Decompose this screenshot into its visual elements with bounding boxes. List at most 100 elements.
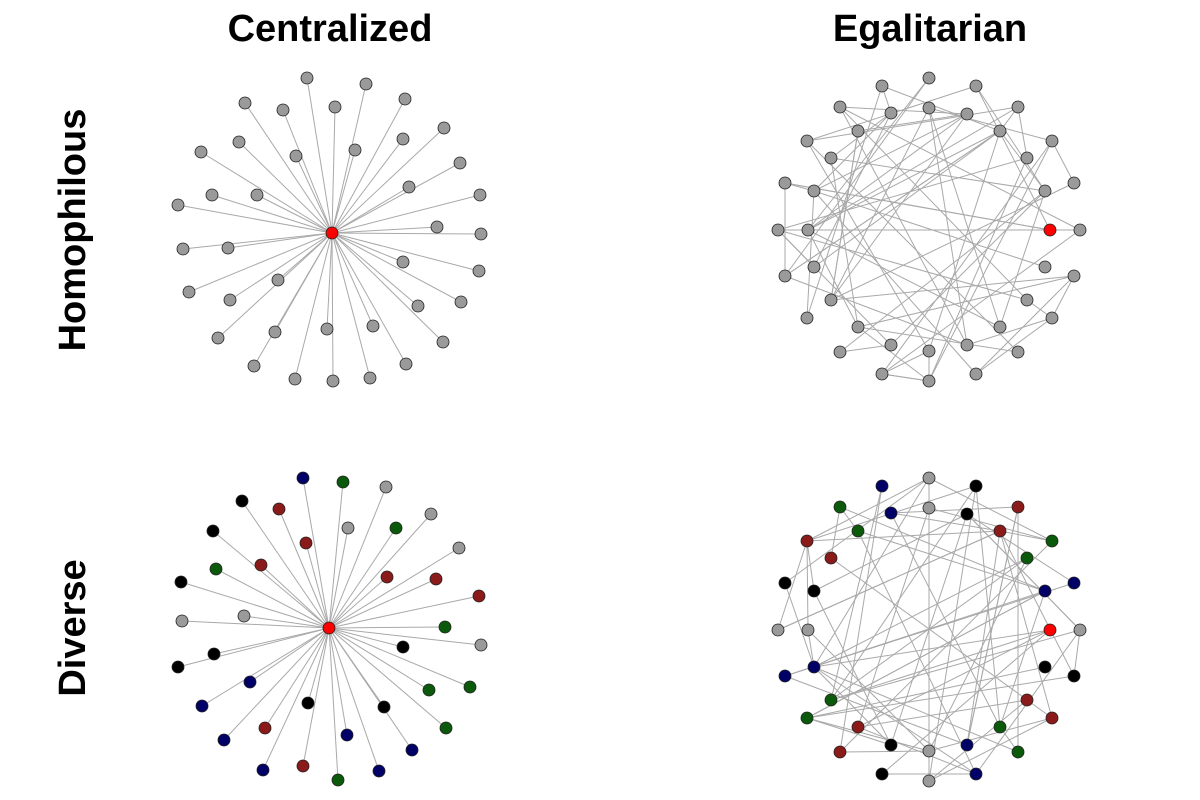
node-centralized-diverse <box>331 773 345 787</box>
edge-egalitarian-homophilous <box>1051 140 1075 184</box>
edge-egalitarian-homophilous <box>813 112 892 268</box>
edge-egalitarian-diverse <box>928 557 1028 752</box>
edge-egalitarian-diverse <box>806 717 892 746</box>
node-egalitarian-diverse <box>969 479 983 493</box>
edge-egalitarian-homophilous <box>857 326 1019 353</box>
node-egalitarian-diverse <box>922 501 936 515</box>
node-centralized-homophilous <box>474 227 488 241</box>
edge-centralized-homophilous <box>331 194 481 234</box>
node-centralized-diverse <box>389 521 403 535</box>
node-centralized-diverse <box>472 589 486 603</box>
edge-egalitarian-homophilous <box>830 275 1075 301</box>
node-egalitarian-homophilous <box>807 184 821 198</box>
node-egalitarian-homophilous <box>922 101 936 115</box>
node-centralized-homophilous <box>288 372 302 386</box>
node-egalitarian-homophilous <box>771 223 785 237</box>
edge-egalitarian-homophilous <box>807 229 1001 328</box>
node-centralized-homophilous <box>399 357 413 371</box>
edge-egalitarian-diverse <box>830 506 841 559</box>
node-centralized-homophilous <box>271 273 285 287</box>
edge-centralized-diverse <box>180 581 330 629</box>
edge-egalitarian-homophilous <box>857 275 1075 328</box>
edge-egalitarian-homophilous <box>807 229 859 328</box>
edge-egalitarian-homophilous <box>975 275 1075 375</box>
edge-centralized-diverse <box>249 627 330 683</box>
edge-centralized-homophilous <box>331 232 480 272</box>
hub-node-centralized-diverse <box>322 621 336 635</box>
node-centralized-homophilous <box>326 374 340 388</box>
node-egalitarian-homophilous <box>824 293 838 307</box>
edge-egalitarian-diverse <box>784 582 815 668</box>
node-centralized-homophilous <box>289 149 303 163</box>
edge-centralized-homophilous <box>256 194 333 234</box>
edge-egalitarian-homophilous <box>806 140 930 352</box>
edge-egalitarian-homophilous <box>777 229 892 346</box>
edge-egalitarian-diverse <box>928 717 1053 782</box>
node-centralized-diverse <box>299 536 313 550</box>
node-centralized-homophilous <box>359 77 373 91</box>
node-centralized-homophilous <box>396 255 410 269</box>
edge-egalitarian-diverse <box>999 530 1075 677</box>
node-egalitarian-diverse <box>1073 623 1087 637</box>
node-centralized-diverse <box>207 647 221 661</box>
node-egalitarian-homophilous <box>875 79 889 93</box>
edge-centralized-diverse <box>181 620 330 629</box>
node-egalitarian-diverse <box>778 576 792 590</box>
node-centralized-homophilous <box>238 96 252 110</box>
node-centralized-homophilous <box>182 285 196 299</box>
edge-centralized-diverse <box>260 564 330 629</box>
edge-centralized-diverse <box>328 627 471 688</box>
edge-egalitarian-homophilous <box>928 130 1001 352</box>
edge-egalitarian-homophilous <box>881 85 1001 132</box>
edge-centralized-diverse <box>262 627 330 771</box>
node-egalitarian-diverse <box>922 774 936 788</box>
edge-egalitarian-homophilous <box>881 373 930 382</box>
edge-centralized-homophilous <box>331 106 336 234</box>
edge-egalitarian-homophilous <box>928 140 1053 382</box>
edge-egalitarian-diverse <box>806 530 1001 542</box>
node-egalitarian-homophilous <box>801 223 815 237</box>
edge-egalitarian-homophilous <box>975 85 1051 231</box>
edge-egalitarian-homophilous <box>928 107 968 346</box>
node-centralized-homophilous <box>223 293 237 307</box>
edge-egalitarian-homophilous <box>839 106 1028 301</box>
edge-egalitarian-diverse <box>890 512 1001 728</box>
edge-egalitarian-homophilous <box>830 182 1075 301</box>
node-centralized-homophilous <box>194 145 208 159</box>
node-centralized-homophilous <box>205 188 219 202</box>
edge-centralized-diverse <box>328 527 397 629</box>
edge-egalitarian-diverse <box>999 590 1046 728</box>
edge-centralized-homophilous <box>331 149 356 234</box>
node-egalitarian-diverse <box>851 720 865 734</box>
edge-centralized-diverse <box>213 627 330 655</box>
node-egalitarian-diverse <box>800 711 814 725</box>
node-egalitarian-diverse <box>824 693 838 707</box>
edge-centralized-homophilous <box>331 232 334 382</box>
node-egalitarian-homophilous <box>778 269 792 283</box>
edge-centralized-diverse <box>328 627 447 729</box>
edge-egalitarian-homophilous <box>881 350 930 375</box>
edge-centralized-diverse <box>328 627 404 648</box>
node-centralized-homophilous <box>221 241 235 255</box>
edge-egalitarian-diverse <box>839 485 883 753</box>
edge-egalitarian-diverse <box>830 557 1053 719</box>
node-centralized-homophilous <box>411 299 425 313</box>
node-centralized-homophilous <box>430 220 444 234</box>
edge-centralized-homophilous <box>331 98 406 234</box>
edge-egalitarian-homophilous <box>813 113 968 192</box>
edge-egalitarian-diverse <box>830 485 883 701</box>
edge-egalitarian-diverse <box>813 629 1051 668</box>
edge-egalitarian-homophilous <box>839 190 1046 353</box>
node-egalitarian-diverse <box>1045 711 1059 725</box>
edge-centralized-diverse <box>241 500 330 629</box>
edge-centralized-diverse <box>212 530 330 629</box>
edge-egalitarian-homophilous <box>806 140 1019 353</box>
edge-centralized-homophilous <box>331 162 461 234</box>
edge-centralized-homophilous <box>229 232 333 301</box>
node-centralized-diverse <box>422 683 436 697</box>
edge-egalitarian-homophilous <box>806 85 883 319</box>
edge-centralized-homophilous <box>331 127 445 234</box>
node-centralized-diverse <box>474 638 488 652</box>
node-egalitarian-diverse <box>922 471 936 485</box>
